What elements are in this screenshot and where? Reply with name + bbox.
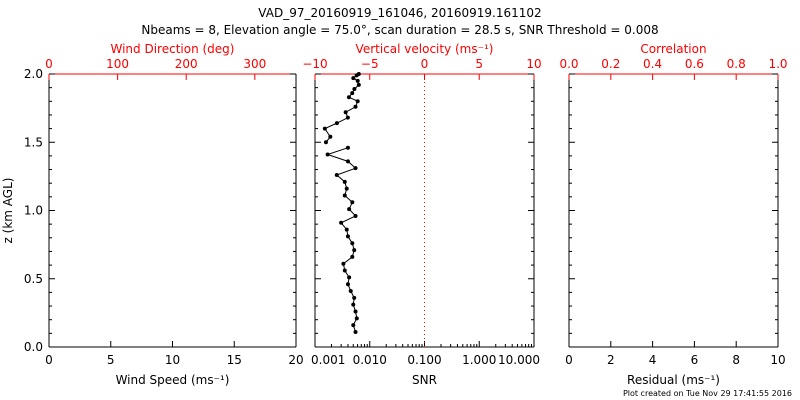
y-tick-label: 0.0 <box>24 340 43 354</box>
data-point <box>328 134 333 139</box>
chart-panel-left: 0.0 0.5 1.0 1.5 2.0 z (km AGL) 0 5 10 15 20 Wind Sp… <box>1 42 304 387</box>
data-point <box>355 78 360 83</box>
top-tick-label: 300 <box>243 57 266 71</box>
x-tick-label: 10 <box>770 353 785 367</box>
top-axis-label: Vertical velocity (ms⁻¹) <box>356 42 494 56</box>
data-point <box>343 110 348 115</box>
data-point <box>352 248 357 253</box>
y-tick-label: 2.0 <box>24 67 43 81</box>
top-tick-label: 0 <box>45 57 53 71</box>
x-tick-label: 10.000 <box>498 353 540 367</box>
x-tick-label: 0.100 <box>407 353 441 367</box>
plot-credit: Plot created on Tue Nov 29 17:41:55 2016 <box>623 389 792 398</box>
x-tick-label: 10 <box>165 353 180 367</box>
data-point <box>351 302 356 307</box>
top-tick-label: 10 <box>526 57 541 71</box>
x-tick-label: 0 <box>565 353 573 367</box>
x-tick-label: 0.001 <box>311 353 345 367</box>
data-point <box>342 179 347 184</box>
chart-panel-middle: 0.001 0.010 0.100 1.000 10.000 SNR −10 −5 0 5 10 Ve… <box>302 42 541 387</box>
x-tick-label: 2 <box>607 353 615 367</box>
top-tick-label: 0.0 <box>559 57 578 71</box>
data-point <box>352 295 357 300</box>
data-point <box>356 72 361 76</box>
y-tick-label: 0.5 <box>24 272 43 286</box>
x-tick-label: 15 <box>227 353 242 367</box>
series-line <box>324 73 360 143</box>
data-point <box>353 213 358 218</box>
data-point <box>344 227 349 232</box>
top-tick-label: 0.2 <box>601 57 620 71</box>
data-point <box>345 234 350 239</box>
x-tick-label: 1.000 <box>462 353 496 367</box>
data-point <box>353 104 358 109</box>
y-tick-label: 1.0 <box>24 204 43 218</box>
x-axis-label: Residual (ms⁻¹) <box>627 373 720 387</box>
figure-title: VAD_97_20160919_161046, 20160919.161102 <box>258 6 541 20</box>
top-tick-label: 200 <box>175 57 198 71</box>
data-point <box>345 115 350 120</box>
x-tick-label: 0 <box>45 353 53 367</box>
data-point <box>351 323 356 328</box>
top-tick-label: 0.8 <box>727 57 746 71</box>
x-axis-label: SNR <box>412 373 437 387</box>
data-point <box>323 140 328 145</box>
data-point <box>345 145 350 150</box>
data-point <box>345 282 350 287</box>
data-point <box>350 241 355 246</box>
y-axis-label: z (km AGL) <box>1 178 15 244</box>
top-axis-label: Correlation <box>640 42 706 56</box>
x-tick-label: 0.010 <box>353 353 387 367</box>
data-point <box>341 261 346 266</box>
data-point <box>347 275 352 280</box>
top-axis-label: Wind Direction (deg) <box>111 42 235 56</box>
data-point <box>355 99 360 104</box>
figure-subtitle: Nbeams = 8, Elevation angle = 75.0°, sca… <box>141 23 658 37</box>
x-tick-label: 4 <box>649 353 657 367</box>
data-point <box>348 289 353 294</box>
data-point <box>353 166 358 171</box>
data-point <box>342 193 347 198</box>
data-point <box>351 76 356 81</box>
data-point <box>334 121 339 126</box>
data-point <box>345 159 350 164</box>
data-point <box>354 316 359 321</box>
data-point <box>334 173 339 178</box>
top-tick-label: 0.4 <box>643 57 662 71</box>
y-tick-label: 1.5 <box>24 135 43 149</box>
top-tick-label: 0.6 <box>685 57 704 71</box>
x-tick-label: 20 <box>288 353 303 367</box>
x-tick-label: 8 <box>732 353 740 367</box>
top-tick-label: 5 <box>475 57 483 71</box>
data-point <box>350 200 355 205</box>
data-point <box>347 207 352 212</box>
data-point <box>346 95 351 100</box>
data-point <box>350 91 355 96</box>
top-tick-label: 1.0 <box>768 57 787 71</box>
chart-panel-right: 0 2 4 6 8 10 Residual (ms⁻¹) 0.0 0.2 0.4 0.6 0.8 1.0… <box>559 42 787 387</box>
x-axis-label: Wind Speed (ms⁻¹) <box>116 373 230 387</box>
data-point <box>350 254 355 259</box>
top-tick-label: 100 <box>106 57 129 71</box>
series-line <box>326 147 358 333</box>
data-point <box>325 152 330 157</box>
top-tick-label: −5 <box>361 57 379 71</box>
data-point <box>353 329 358 334</box>
top-tick-label: −10 <box>302 57 327 71</box>
data-point <box>344 186 349 191</box>
data-point <box>322 126 327 131</box>
data-point <box>353 309 358 314</box>
x-tick-label: 6 <box>691 353 699 367</box>
top-tick-label: 0 <box>421 57 429 71</box>
x-tick-label: 5 <box>107 353 115 367</box>
data-point <box>356 82 361 87</box>
data-point <box>342 268 347 273</box>
data-point <box>339 220 344 225</box>
data-point <box>352 87 357 92</box>
